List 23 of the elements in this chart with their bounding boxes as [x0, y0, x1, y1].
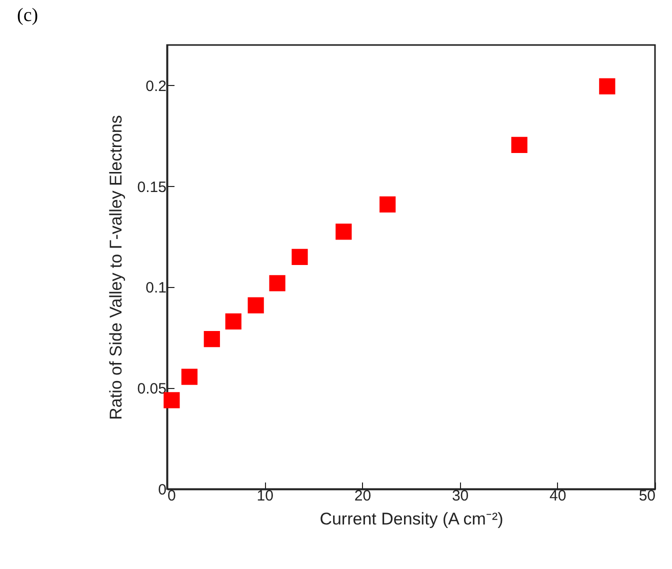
x-tick-label: 50: [638, 488, 656, 504]
point: [164, 392, 180, 408]
point: [248, 297, 264, 314]
x-tick-label: 40: [550, 488, 566, 504]
point: [292, 248, 308, 265]
x-axis-title: Current Density (A cm⁻²): [320, 510, 504, 528]
y-tick-label: 0.2: [146, 78, 166, 95]
point: [225, 313, 242, 330]
point: [380, 196, 396, 212]
y-tick-label: 0.05: [137, 380, 166, 398]
x-tick-label: 10: [256, 488, 274, 504]
point: [599, 78, 616, 94]
point: [511, 136, 528, 153]
y-axis-title: Ratio of Side Valley to Γ-valley Electrons: [106, 115, 126, 420]
point: [269, 275, 286, 292]
x-tick-label: 30: [452, 488, 469, 504]
point: [181, 368, 198, 385]
point: [336, 224, 352, 240]
x-tick-label: 20: [354, 488, 372, 504]
point: [204, 330, 220, 348]
y-tick-label: 0.15: [137, 178, 166, 196]
text: (c): [17, 5, 38, 26]
y-tick-label: 0.1: [146, 280, 166, 297]
